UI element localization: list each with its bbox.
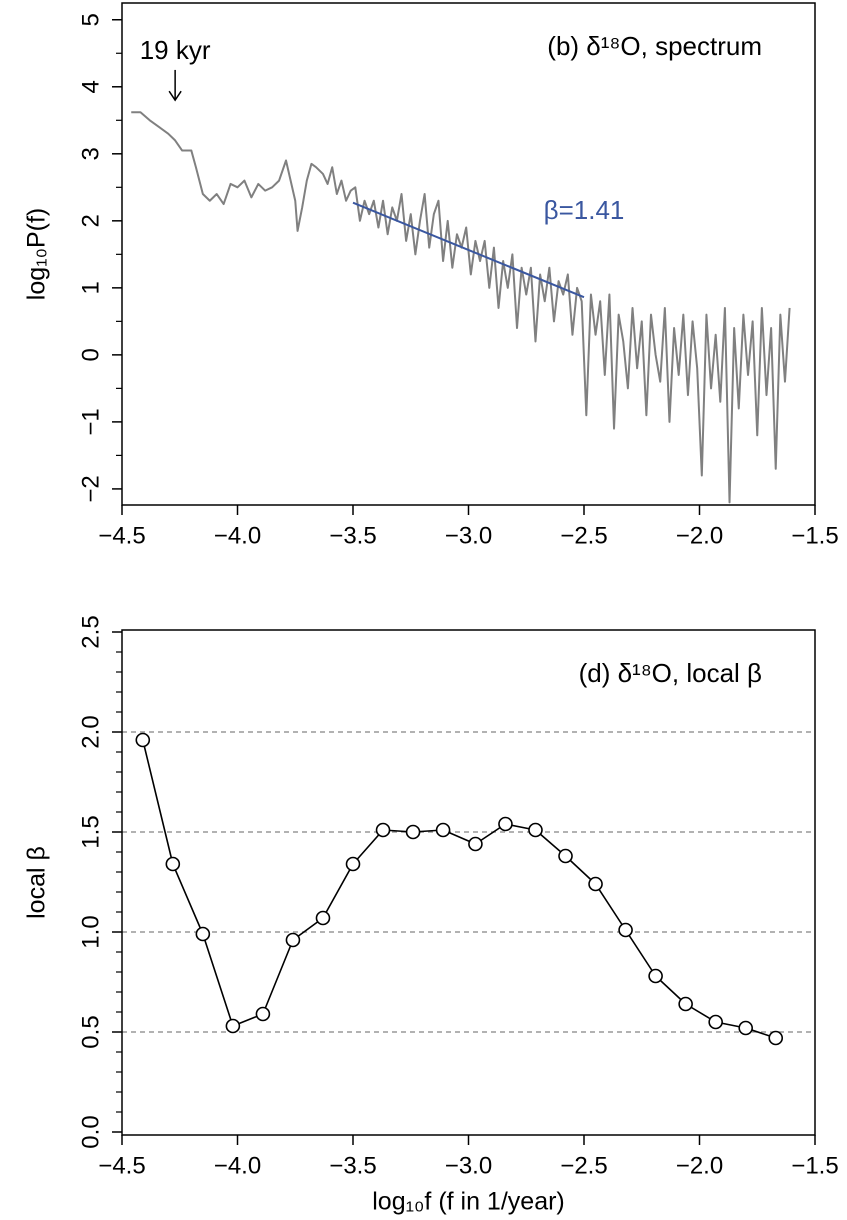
y-tick-label: 4 xyxy=(77,80,104,93)
data-line xyxy=(131,111,791,504)
x-tick-label: −1.5 xyxy=(791,522,838,549)
data-point xyxy=(285,932,301,948)
annotation: β=1.41 xyxy=(544,195,625,225)
x-tick-label: −4.5 xyxy=(98,522,145,549)
data-point xyxy=(225,1018,241,1034)
x-axis-label: log₁₀f (f in 1/year) xyxy=(372,1188,565,1215)
plot-frame xyxy=(121,629,816,1136)
x-tick-label: −4.0 xyxy=(214,1152,261,1179)
data-point xyxy=(405,824,421,840)
y-tick-label: 2.5 xyxy=(77,615,104,648)
data-point xyxy=(165,856,181,872)
chart-title: (b) δ¹⁸O, spectrum xyxy=(547,31,762,61)
y-tick-label: 5 xyxy=(77,13,104,26)
x-tick-label: −2.5 xyxy=(560,522,607,549)
y-tick-label: 0.5 xyxy=(77,1015,104,1048)
y-tick-label: 1.5 xyxy=(77,815,104,848)
data-point xyxy=(435,822,451,838)
y-tick-label: −1 xyxy=(77,408,104,435)
y-tick-label: 2 xyxy=(77,214,104,227)
data-point xyxy=(648,968,663,984)
annotation: 19 kyr xyxy=(140,35,211,65)
x-tick-label: −2.0 xyxy=(676,1152,723,1179)
data-point xyxy=(708,1014,723,1030)
data-point xyxy=(738,1020,754,1036)
x-tick-label: −4.5 xyxy=(98,1152,145,1179)
data-point xyxy=(468,836,483,852)
x-tick-label: −3.0 xyxy=(445,522,492,549)
y-tick-label: 1.0 xyxy=(77,915,104,948)
y-tick-label: 2.0 xyxy=(77,715,104,748)
data-point xyxy=(528,822,543,838)
y-tick-label: 0.0 xyxy=(77,1115,104,1148)
x-tick-label: −2.0 xyxy=(676,522,723,549)
data-point xyxy=(768,1030,784,1046)
y-tick-label: 1 xyxy=(77,281,104,294)
x-tick-label: −3.5 xyxy=(329,522,376,549)
x-tick-label: −1.5 xyxy=(791,1152,838,1179)
data-point xyxy=(345,856,361,872)
chart-title: (d) δ¹⁸O, local β xyxy=(579,658,762,688)
data-point xyxy=(375,822,391,838)
annotation-arrowhead xyxy=(168,90,182,102)
data-line xyxy=(352,201,585,299)
x-tick-label: −3.0 xyxy=(445,1152,492,1179)
data-point xyxy=(558,848,573,864)
data-point xyxy=(315,910,331,926)
data-point xyxy=(588,876,603,892)
y-axis-label: local β xyxy=(23,846,51,919)
data-point xyxy=(618,922,633,938)
data-point xyxy=(255,1006,271,1022)
data-point xyxy=(135,732,151,748)
x-tick-label: −4.0 xyxy=(214,522,261,549)
data-point xyxy=(498,816,513,832)
data-line xyxy=(142,739,776,1039)
data-point xyxy=(678,996,693,1012)
y-axis-label: log₁₀P(f) xyxy=(23,208,51,300)
y-tick-label: 3 xyxy=(77,147,104,160)
y-tick-label: −2 xyxy=(77,475,104,502)
y-tick-label: 0 xyxy=(77,348,104,361)
data-point xyxy=(195,926,211,942)
x-tick-label: −3.5 xyxy=(329,1152,376,1179)
x-tick-label: −2.5 xyxy=(560,1152,607,1179)
